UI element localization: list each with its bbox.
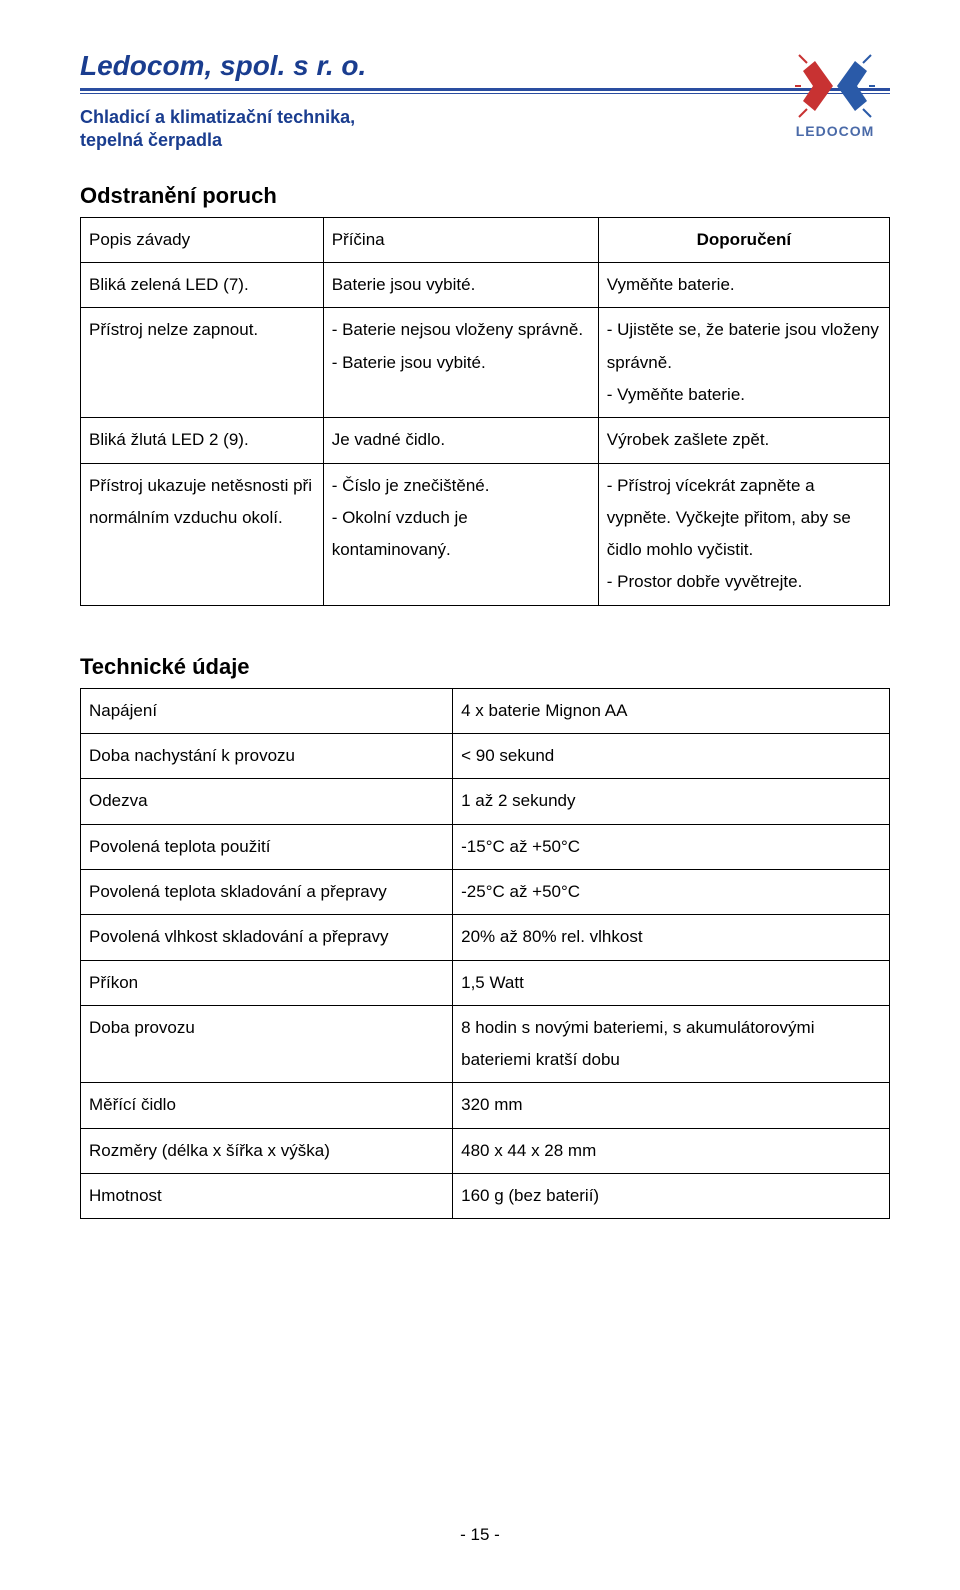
snowflake-sun-icon (795, 51, 875, 121)
table-row: Hmotnost160 g (bez baterií) (81, 1174, 890, 1219)
spec-label: Napájení (81, 688, 453, 733)
table-header-row: Popis závady Příčina Doporučení (81, 217, 890, 262)
spec-label: Povolená vlhkost skladování a přepravy (81, 915, 453, 960)
logo-text: LEDOCOM (796, 123, 875, 139)
troubleshooting-table: Popis závady Příčina Doporučení Bliká ze… (80, 217, 890, 606)
spec-value: 20% až 80% rel. vlhkost (453, 915, 890, 960)
spec-value: -25°C až +50°C (453, 869, 890, 914)
fault-cell: Přístroj nelze zapnout. (81, 308, 324, 418)
table-row: Doba provozu8 hodin s novými bateriemi, … (81, 1005, 890, 1083)
spec-value: 1 až 2 sekundy (453, 779, 890, 824)
table-row: Měřící čidlo320 mm (81, 1083, 890, 1128)
spec-label: Měřící čidlo (81, 1083, 453, 1128)
fault-cell: Bliká zelená LED (7). (81, 263, 324, 308)
table-row: Přístroj ukazuje netěsnosti při normální… (81, 463, 890, 605)
col-header-fault: Popis závady (81, 217, 324, 262)
troubleshooting-title: Odstranění poruch (80, 183, 890, 209)
document-header: Ledocom, spol. s r. o. Chladicí a klimat… (80, 50, 890, 153)
table-row: Doba nachystání k provozu< 90 sekund (81, 734, 890, 779)
cause-cell: Baterie jsou vybité. (323, 263, 598, 308)
fault-cell: Přístroj ukazuje netěsnosti při normální… (81, 463, 324, 605)
recommendation-cell: Výrobek zašlete zpět. (598, 418, 889, 463)
header-rule (80, 88, 890, 91)
spec-value: 4 x baterie Mignon AA (453, 688, 890, 733)
table-row: Povolená teplota skladování a přepravy-2… (81, 869, 890, 914)
cause-cell: - Číslo je znečištěné.- Okolní vzduch je… (323, 463, 598, 605)
table-row: Rozměry (délka x šířka x výška)480 x 44 … (81, 1128, 890, 1173)
recommendation-cell: Vyměňte baterie. (598, 263, 889, 308)
table-row: Bliká zelená LED (7). Baterie jsou vybit… (81, 263, 890, 308)
table-row: Odezva1 až 2 sekundy (81, 779, 890, 824)
spec-value: 8 hodin s novými bateriemi, s akumulátor… (453, 1005, 890, 1083)
header-rule-thin (80, 93, 890, 94)
table-row: Povolená vlhkost skladování a přepravy20… (81, 915, 890, 960)
table-row: Bliká žlutá LED 2 (9). Je vadné čidlo. V… (81, 418, 890, 463)
table-row: Napájení4 x baterie Mignon AA (81, 688, 890, 733)
spec-label: Hmotnost (81, 1174, 453, 1219)
technical-data-table: Napájení4 x baterie Mignon AA Doba nachy… (80, 688, 890, 1220)
cause-cell: Je vadné čidlo. (323, 418, 598, 463)
col-header-recommendation: Doporučení (598, 217, 889, 262)
recommendation-cell: - Přístroj vícekrát zapněte a vypněte. V… (598, 463, 889, 605)
spec-label: Doba provozu (81, 1005, 453, 1083)
cause-cell: - Baterie nejsou vloženy správně.- Bater… (323, 308, 598, 418)
subtitle-line1: Chladicí a klimatizační technika, (80, 107, 355, 127)
table-row: Povolená teplota použití-15°C až +50°C (81, 824, 890, 869)
spec-value: 320 mm (453, 1083, 890, 1128)
spec-value: < 90 sekund (453, 734, 890, 779)
spec-value: -15°C až +50°C (453, 824, 890, 869)
spec-label: Doba nachystání k provozu (81, 734, 453, 779)
spec-value: 480 x 44 x 28 mm (453, 1128, 890, 1173)
recommendation-cell: - Ujistěte se, že baterie jsou vloženy s… (598, 308, 889, 418)
company-logo: LEDOCOM (770, 40, 900, 150)
spec-value: 160 g (bez baterií) (453, 1174, 890, 1219)
spec-label: Příkon (81, 960, 453, 1005)
spec-label: Povolená teplota použití (81, 824, 453, 869)
company-subtitle: Chladicí a klimatizační technika, tepeln… (80, 106, 890, 153)
subtitle-line2: tepelná čerpadla (80, 130, 222, 150)
company-name: Ledocom, spol. s r. o. (80, 50, 890, 82)
technical-data-title: Technické údaje (80, 654, 890, 680)
spec-label: Rozměry (délka x šířka x výška) (81, 1128, 453, 1173)
spec-label: Odezva (81, 779, 453, 824)
page-number: - 15 - (0, 1525, 960, 1545)
col-header-cause: Příčina (323, 217, 598, 262)
fault-cell: Bliká žlutá LED 2 (9). (81, 418, 324, 463)
table-row: Příkon1,5 Watt (81, 960, 890, 1005)
spec-label: Povolená teplota skladování a přepravy (81, 869, 453, 914)
table-row: Přístroj nelze zapnout. - Baterie nejsou… (81, 308, 890, 418)
spec-value: 1,5 Watt (453, 960, 890, 1005)
